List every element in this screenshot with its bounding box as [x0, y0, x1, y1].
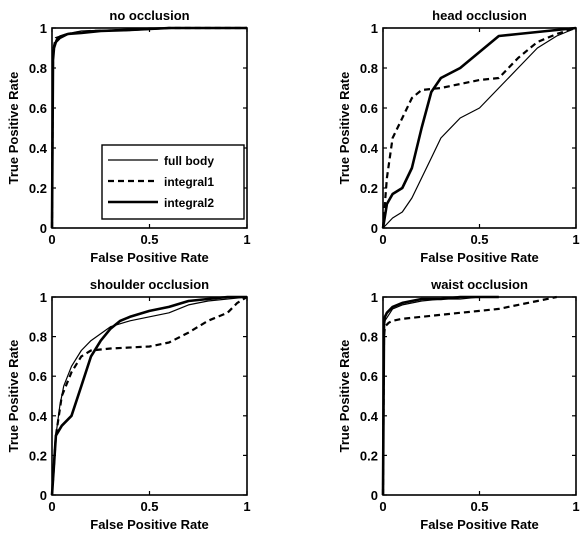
- series-line-full-body: [382, 27, 577, 229]
- y-axis-label: True Positive Rate: [6, 340, 21, 453]
- x-tick-label: 0.5: [470, 499, 488, 514]
- subplot-title: head occlusion: [432, 8, 527, 23]
- x-tick-label: 0: [379, 232, 386, 247]
- plot-frame: [382, 296, 577, 496]
- y-tick-label: 1: [40, 290, 47, 305]
- y-tick-label: 0.4: [29, 409, 48, 424]
- y-tick-label: 0.8: [29, 330, 47, 345]
- y-tick-label: 0.6: [29, 101, 47, 116]
- y-tick-label: 0.2: [29, 448, 47, 463]
- subplot-title: no occlusion: [109, 8, 189, 23]
- legend: full body integral1 integral2: [101, 144, 245, 220]
- x-tick-label: 1: [243, 232, 250, 247]
- y-tick-label: 0.2: [360, 181, 378, 196]
- series-line-integral2: [50, 26, 247, 229]
- y-tick-label: 0: [40, 221, 47, 236]
- y-tick-label: 0.8: [360, 330, 378, 345]
- series-line-full-body: [51, 296, 248, 496]
- y-tick-label: 0: [40, 488, 47, 503]
- subplot-0: no occlusion False Positive Rate True Posi…: [6, 8, 251, 265]
- y-tick-label: 0.4: [29, 141, 48, 156]
- y-axis-label: True Positive Rate: [337, 340, 352, 453]
- x-axis-label: False Positive Rate: [90, 517, 209, 532]
- y-tick-label: 0: [371, 221, 378, 236]
- x-axis-label: False Positive Rate: [420, 517, 539, 532]
- subplot-2: shoulder occlusion False Positive Rate Tru…: [6, 277, 251, 532]
- x-axis-label: False Positive Rate: [90, 250, 209, 265]
- series-line-integral2: [50, 295, 247, 496]
- y-tick-label: 0.2: [360, 448, 378, 463]
- x-tick-label: 0: [48, 232, 55, 247]
- y-axis-label: True Positive Rate: [337, 72, 352, 185]
- y-tick-label: 0.2: [29, 181, 47, 196]
- x-tick-label: 1: [572, 499, 579, 514]
- y-tick-label: 0.8: [29, 61, 47, 76]
- subplot-3: waist occlusion False Positive Rate True P…: [337, 277, 580, 532]
- y-tick-label: 0.8: [360, 61, 378, 76]
- x-tick-label: 1: [243, 499, 250, 514]
- legend-label: integral2: [164, 196, 214, 210]
- legend-box: [101, 144, 245, 220]
- subplot-title: shoulder occlusion: [90, 277, 209, 292]
- y-axis-label: True Positive Rate: [6, 72, 21, 185]
- series-line-full-body: [382, 296, 499, 496]
- x-tick-label: 0: [379, 499, 386, 514]
- series-line-integral2: [381, 295, 499, 496]
- legend-label: full body: [164, 154, 214, 168]
- x-tick-label: 0.5: [470, 232, 488, 247]
- y-tick-label: 0.6: [360, 369, 378, 384]
- y-tick-label: 1: [40, 21, 47, 36]
- series-line-integral2: [381, 26, 577, 229]
- subplot-title: waist occlusion: [430, 277, 528, 292]
- series-line-integral1: [381, 295, 557, 496]
- y-tick-label: 0.6: [29, 369, 47, 384]
- series-line-integral1: [381, 26, 577, 229]
- y-tick-label: 0: [371, 488, 378, 503]
- x-tick-label: 1: [572, 232, 579, 247]
- y-tick-label: 0.4: [360, 409, 379, 424]
- x-tick-label: 0.5: [140, 499, 158, 514]
- subplot-1: head occlusion False Positive Rate True Po…: [337, 8, 580, 265]
- plot-frame: [51, 296, 248, 496]
- y-tick-label: 0.6: [360, 101, 378, 116]
- y-tick-label: 0.4: [360, 141, 379, 156]
- x-axis-label: False Positive Rate: [420, 250, 539, 265]
- y-tick-label: 1: [371, 290, 378, 305]
- x-tick-label: 0: [48, 499, 55, 514]
- x-tick-label: 0.5: [140, 232, 158, 247]
- legend-label: integral1: [164, 175, 214, 189]
- series-line-integral1: [50, 296, 248, 496]
- y-tick-label: 1: [371, 21, 378, 36]
